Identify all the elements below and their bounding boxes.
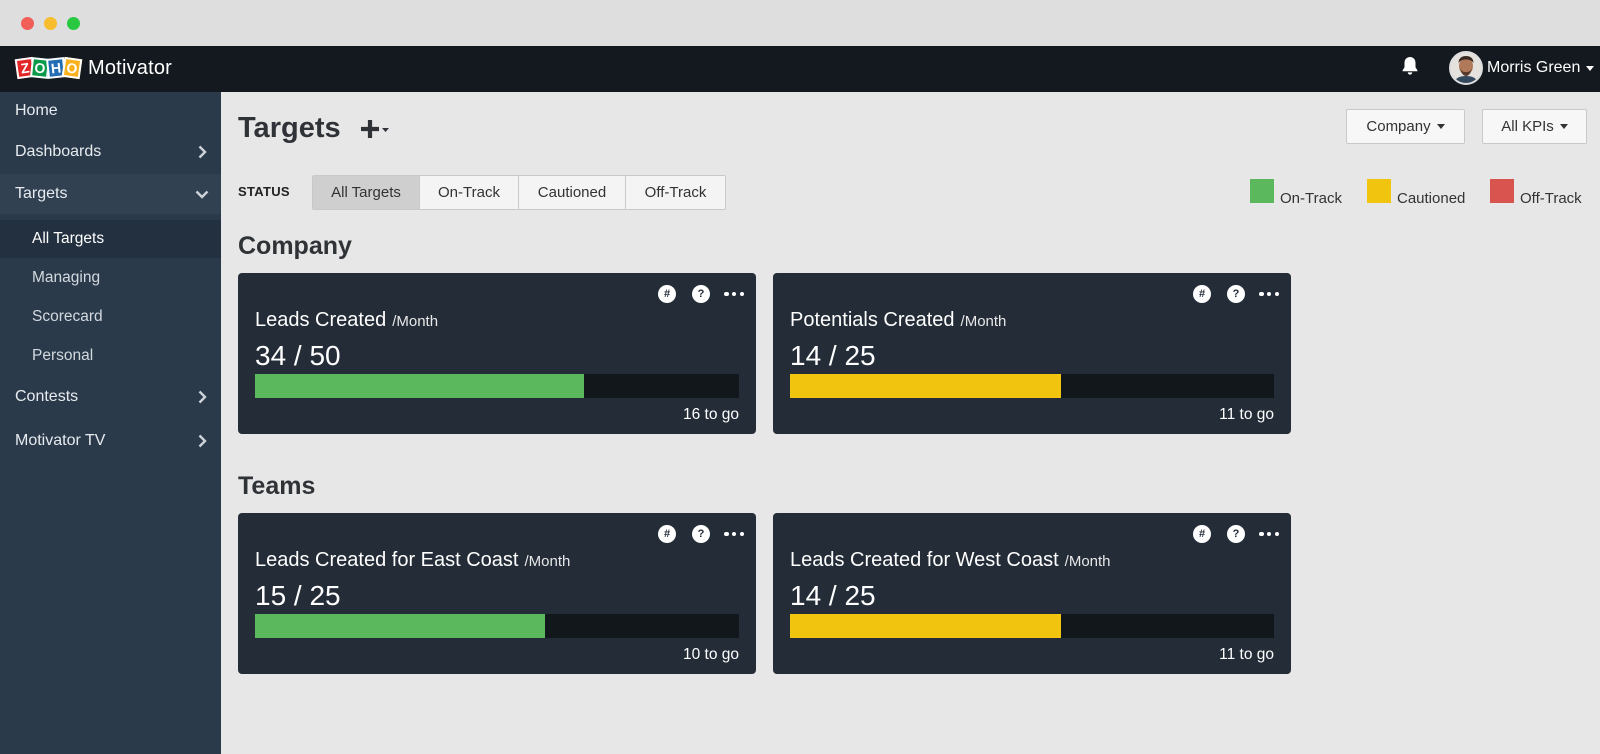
- minimize-window-button[interactable]: [44, 17, 57, 30]
- close-window-button[interactable]: [21, 17, 34, 30]
- chevron-right-icon: [198, 145, 207, 159]
- target-title: Leads Created/Month: [255, 309, 439, 331]
- help-icon[interactable]: ?: [692, 285, 710, 303]
- sidebar-item-contests[interactable]: Contests: [0, 375, 221, 419]
- legend-swatch: [1250, 178, 1274, 203]
- section-heading-company: Company: [238, 232, 352, 260]
- legend-off-track: Off-Track: [1490, 178, 1582, 207]
- target-card[interactable]: # ? Leads Created for West Coast/Month 1…: [773, 513, 1291, 674]
- user-name: Morris Green: [1487, 59, 1581, 76]
- target-title: Leads Created for West Coast/Month: [790, 549, 1111, 571]
- plus-icon: [361, 120, 389, 138]
- help-icon[interactable]: ?: [1227, 285, 1245, 303]
- sidebar: Home Dashboards Targets All Targets Mana…: [0, 92, 221, 754]
- more-icon[interactable]: [1259, 525, 1279, 543]
- sidebar-item-dashboards[interactable]: Dashboards: [0, 130, 221, 174]
- remaining-count: 11 to go: [1219, 406, 1274, 423]
- hash-icon[interactable]: #: [1193, 285, 1211, 303]
- status-tab-on-track[interactable]: On-Track: [420, 176, 519, 209]
- status-label: STATUS: [238, 184, 290, 199]
- chevron-right-icon: [198, 434, 207, 448]
- status-filter: All Targets On-Track Cautioned Off-Track: [312, 175, 726, 210]
- app-logo[interactable]: Z O H O Motivator: [14, 54, 173, 82]
- add-target-button[interactable]: [360, 118, 394, 140]
- target-value: 14 / 25: [790, 340, 876, 371]
- target-title: Potentials Created/Month: [790, 309, 1007, 331]
- top-navbar: Z O H O Motivator Morris Green: [0, 46, 1600, 92]
- maximize-window-button[interactable]: [67, 17, 80, 30]
- sidebar-item-targets[interactable]: Targets: [0, 174, 221, 214]
- target-value: 15 / 25: [255, 580, 341, 611]
- app-name: Motivator: [88, 56, 173, 79]
- progress-bar: [255, 374, 739, 398]
- legend-on-track: On-Track: [1250, 178, 1342, 207]
- target-card[interactable]: # ? Leads Created for East Coast/Month 1…: [238, 513, 756, 674]
- hash-icon[interactable]: #: [658, 525, 676, 543]
- progress-bar: [255, 614, 739, 638]
- more-icon[interactable]: [724, 285, 744, 303]
- legend-swatch: [1490, 178, 1514, 203]
- main-content: Targets Company All KPIs STATUS All Targ…: [221, 92, 1600, 754]
- company-filter-dropdown[interactable]: Company: [1346, 109, 1465, 144]
- target-title: Leads Created for East Coast/Month: [255, 549, 571, 571]
- sidebar-item-motivator-tv[interactable]: Motivator TV: [0, 419, 221, 463]
- chevron-down-icon: [1586, 65, 1595, 71]
- more-icon[interactable]: [1259, 285, 1279, 303]
- notifications-bell-icon[interactable]: [1398, 54, 1422, 78]
- progress-bar: [790, 374, 1274, 398]
- sidebar-item-all-targets[interactable]: All Targets: [0, 220, 221, 258]
- section-heading-teams: Teams: [238, 472, 316, 500]
- caret-down-icon: [1436, 124, 1445, 129]
- status-tab-cautioned[interactable]: Cautioned: [519, 176, 626, 209]
- sidebar-item-scorecard[interactable]: Scorecard: [32, 307, 103, 325]
- sidebar-item-managing[interactable]: Managing: [32, 268, 101, 286]
- page-title: Targets: [238, 112, 341, 144]
- progress-fill: [255, 374, 585, 398]
- hash-icon[interactable]: #: [658, 285, 676, 303]
- legend-swatch: [1367, 178, 1391, 203]
- caret-down-icon: [1559, 124, 1568, 129]
- legend-cautioned: Cautioned: [1367, 178, 1465, 207]
- status-tab-off-track[interactable]: Off-Track: [626, 176, 725, 209]
- target-value: 34 / 50: [255, 340, 341, 371]
- target-card[interactable]: # ? Leads Created/Month 34 / 50 16 to go: [238, 273, 756, 434]
- remaining-count: 10 to go: [682, 646, 739, 663]
- remaining-count: 11 to go: [1219, 646, 1274, 663]
- progress-bar: [790, 614, 1274, 638]
- progress-fill: [255, 614, 546, 638]
- progress-fill: [790, 374, 1062, 398]
- remaining-count: 16 to go: [682, 406, 739, 423]
- user-avatar: [1449, 51, 1483, 85]
- target-value: 14 / 25: [790, 580, 876, 611]
- zoho-logo: Z O H O: [14, 55, 83, 81]
- status-tab-all-targets[interactable]: All Targets: [313, 176, 420, 209]
- sidebar-item-home[interactable]: Home: [15, 102, 58, 119]
- kpi-filter-dropdown[interactable]: All KPIs: [1482, 109, 1587, 144]
- help-icon[interactable]: ?: [692, 525, 710, 543]
- hash-icon[interactable]: #: [1193, 525, 1211, 543]
- help-icon[interactable]: ?: [1227, 525, 1245, 543]
- more-icon[interactable]: [724, 525, 744, 543]
- user-menu[interactable]: Morris Green: [1449, 48, 1595, 88]
- sidebar-item-personal[interactable]: Personal: [32, 346, 94, 364]
- chevron-down-icon: [195, 190, 209, 199]
- window-titlebar: [0, 0, 1600, 46]
- target-card[interactable]: # ? Potentials Created/Month 14 / 25 11 …: [773, 273, 1291, 434]
- progress-fill: [790, 614, 1062, 638]
- chevron-right-icon: [198, 390, 207, 404]
